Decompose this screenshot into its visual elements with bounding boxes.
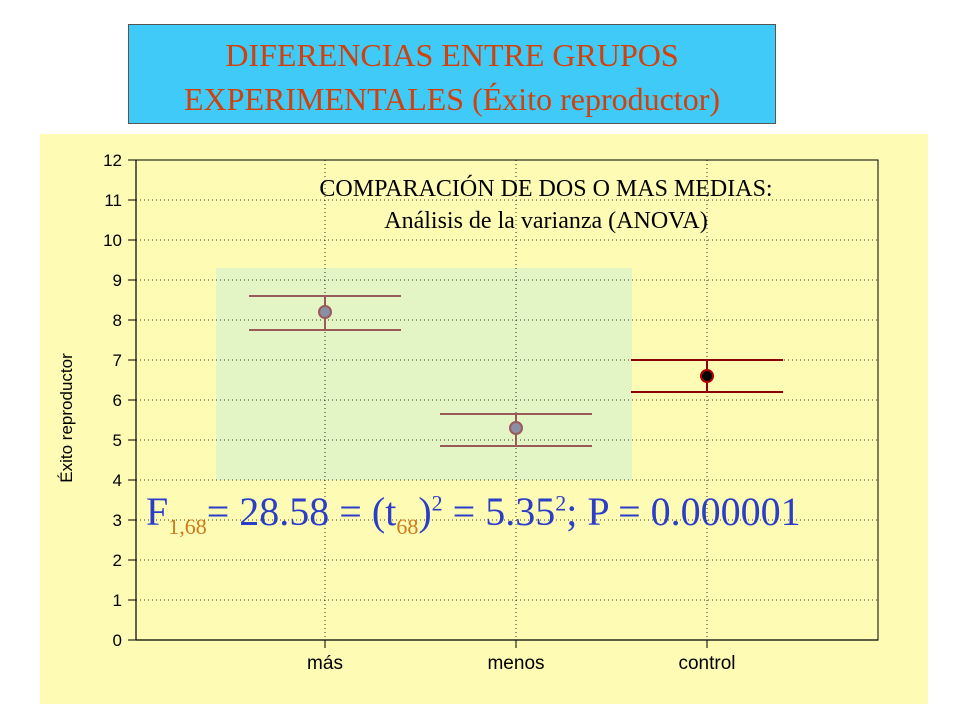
- chart-subtitle: Análisis de la varianza (ANOVA): [384, 208, 707, 234]
- stat-tail: ; P = 0.000001: [566, 489, 801, 534]
- f-subscript: 1,68: [168, 514, 207, 539]
- mean-point: [509, 421, 523, 435]
- x-tick-label: más: [307, 653, 343, 674]
- grid: [136, 160, 878, 640]
- f-letter: F: [146, 489, 169, 534]
- stat-eq-1: = 28.58 = (t: [206, 489, 397, 534]
- slide-title: DIFERENCIAS ENTRE GRUPOS EXPERIMENTALES …: [128, 24, 776, 124]
- y-tick-label: 5: [113, 431, 122, 450]
- mean-marker-3: [631, 359, 783, 393]
- y-tick-label: 9: [113, 271, 122, 290]
- x-ticks: más menos control: [307, 640, 736, 674]
- x-tick-label: menos: [487, 653, 544, 674]
- y-tick-label: 6: [113, 391, 122, 410]
- mean-point: [318, 305, 332, 319]
- y-tick-label: 7: [113, 351, 122, 370]
- y-tick-label: 8: [113, 311, 122, 330]
- y-tick-label: 11: [104, 191, 122, 210]
- y-tick-label: 12: [103, 151, 122, 170]
- y-tick-label: 1: [113, 591, 122, 610]
- mean-markers: [249, 295, 783, 447]
- stat-close-paren: ): [418, 489, 432, 534]
- highlight-box: [216, 268, 632, 480]
- x-tick-label: control: [678, 653, 735, 674]
- slide-title-line-1: DIFERENCIAS ENTRE GRUPOS: [225, 37, 679, 73]
- mean-point: [700, 369, 714, 383]
- anova-statistic: F1,68= 28.58 = (t68)2 = 5.352; P = 0.000…: [146, 488, 906, 540]
- y-tick-label: 3: [113, 511, 122, 530]
- mean-marker-2: [440, 413, 592, 447]
- square-2: 2: [555, 490, 567, 516]
- chart-title: COMPARACIÓN DE DOS O MAS MEDIAS:: [319, 175, 772, 202]
- y-tick-label: 4: [113, 471, 122, 490]
- stat-eq-2: = 5.35: [442, 489, 556, 534]
- mean-marker-1: [249, 295, 401, 331]
- slide-title-line-2: EXPERIMENTALES (Éxito reproductor): [184, 81, 720, 117]
- y-tick-label: 2: [113, 551, 122, 570]
- y-tick-label: 10: [103, 231, 122, 250]
- y-axis-label: Éxito reproductor: [57, 353, 76, 483]
- t-subscript: 68: [396, 514, 419, 539]
- square-1: 2: [431, 490, 443, 516]
- y-tick-label: 0: [113, 631, 122, 650]
